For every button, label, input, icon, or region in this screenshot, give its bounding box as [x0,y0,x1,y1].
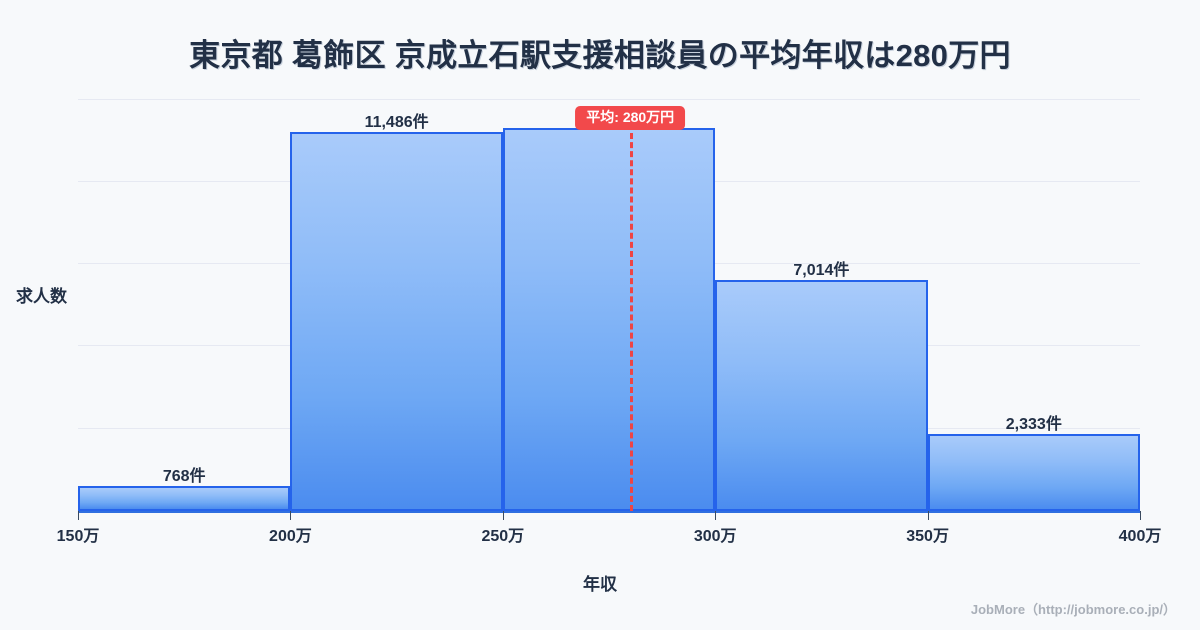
x-tick-mark [1140,511,1141,520]
mean-line-indicator [630,133,634,511]
x-tick-label: 400万 [1118,528,1162,545]
x-tick-label: 250万 [481,528,525,545]
site-credit: JobMore（http://jobmore.co.jp/） [970,602,1176,617]
bar-value-label: 2,333件 [1005,416,1062,434]
chart-plot-area: 768件 11,486件 11,620件 7,014件 2,333件 [78,99,1140,511]
mean-value-badge: 平均: 280万円 [575,106,686,131]
x-tick-mark [78,511,79,520]
bar-350-400[interactable] [927,434,1140,511]
x-tick-label: 350万 [906,528,949,545]
x-tick-label: 200万 [269,528,312,545]
y-axis-title: 求人数 [16,287,67,306]
bar-200-250[interactable] [290,132,503,511]
bar-value-label: 768件 [162,467,206,485]
x-tick-mark [927,511,929,520]
bar-value-label: 7,014件 [793,261,850,279]
x-tick-label: 150万 [56,528,100,545]
x-tick-label: 300万 [693,528,737,545]
x-axis-title: 年収 [583,575,617,594]
gridline [78,99,1140,100]
bar-250-300[interactable] [502,128,716,511]
x-tick-mark [502,511,504,520]
bar-300-350[interactable] [715,279,928,511]
x-tick-mark [290,511,292,520]
page-title: 東京都 葛飾区 京成立石駅支援相談員の平均年収は280万円 [189,38,1011,73]
x-axis-line [78,511,1140,513]
x-tick-mark [715,511,717,520]
bar-150-200[interactable] [78,485,291,511]
bar-value-label: 11,486件 [364,114,429,132]
